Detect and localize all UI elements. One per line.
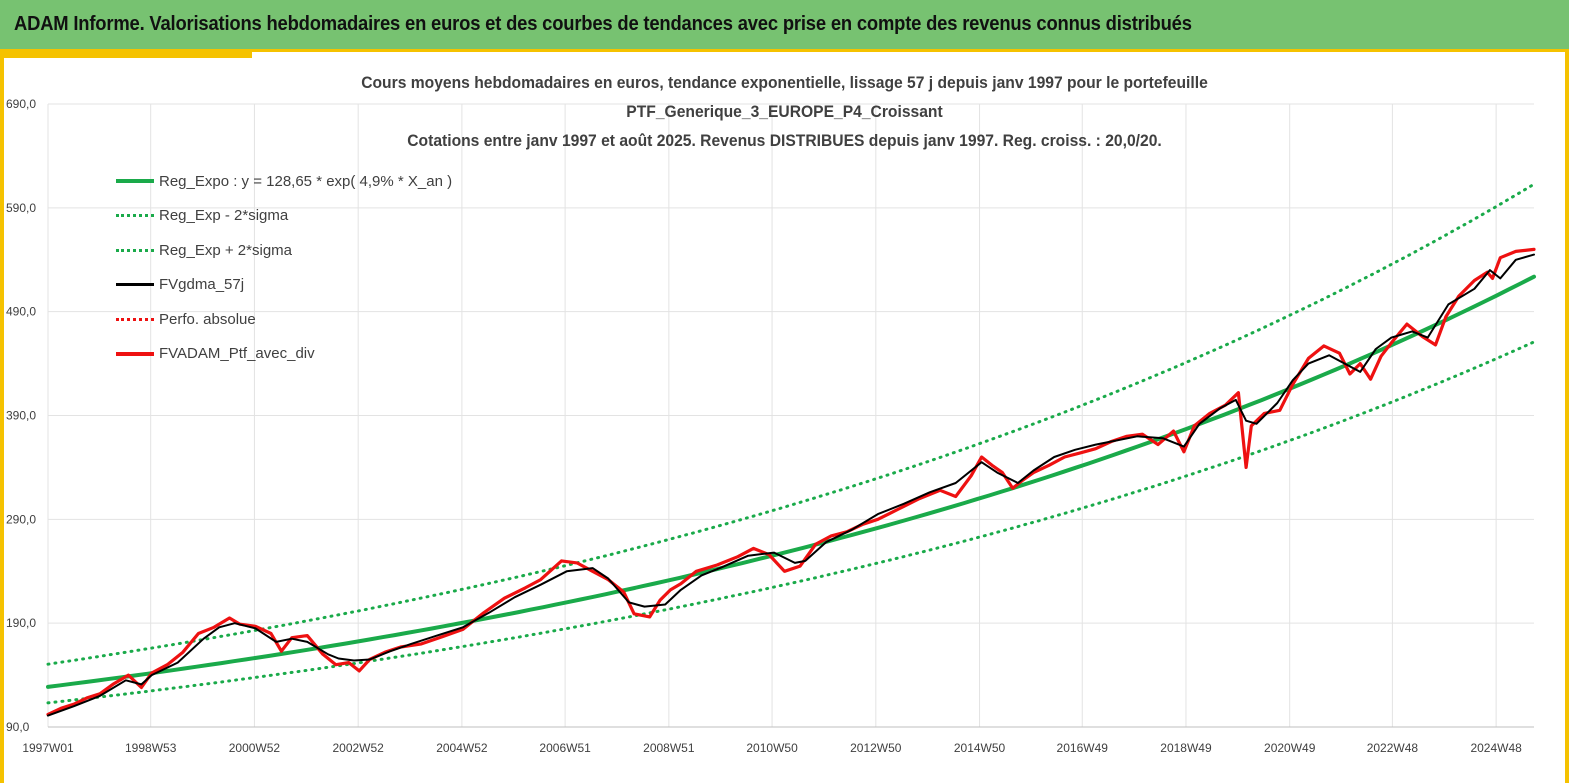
y-tick-label: 490,0 xyxy=(6,305,36,319)
x-tick-label: 2004W52 xyxy=(436,741,488,755)
y-tick-label: 90,0 xyxy=(6,720,30,734)
series-fvgdma-line xyxy=(47,253,1535,717)
series-fvadam-line xyxy=(46,247,1536,717)
x-tick-label: 2012W50 xyxy=(850,741,902,755)
x-tick-label: 1998W53 xyxy=(125,741,177,755)
series-reg-exp-plus-line xyxy=(46,182,1536,666)
frame-right-border xyxy=(1565,52,1569,783)
frame-left-border xyxy=(0,52,4,783)
legend-swatch xyxy=(116,214,154,218)
legend-item-fvgdma: FVgdma_57j xyxy=(116,268,452,303)
report-title: ADAM Informe. Valorisations hebdomadaire… xyxy=(14,13,1192,35)
legend-label: Perfo. absolue xyxy=(159,310,256,328)
y-tick-label: 390,0 xyxy=(6,409,36,423)
accent-bar xyxy=(4,52,252,58)
chart-title-line-1: Cours moyens hebdomadaires en euros, ten… xyxy=(361,73,1208,92)
y-tick-label: 190,0 xyxy=(6,616,36,630)
x-tick-label: 2014W50 xyxy=(954,741,1006,755)
chart-title: Cours moyens hebdomadaires en euros, ten… xyxy=(4,68,1565,155)
series-reg-exp-minus-line xyxy=(46,340,1536,705)
legend-item-reg-expo: Reg_Expo : y = 128,65 * exp( 4,9% * X_an… xyxy=(116,164,452,199)
x-tick-label: 2018W49 xyxy=(1160,741,1212,755)
x-tick-label: 2016W49 xyxy=(1057,741,1109,755)
legend-item-fvadam: FVADAM_Ptf_avec_div xyxy=(116,337,452,372)
x-tick-label: 2006W51 xyxy=(539,741,591,755)
report-banner: ADAM Informe. Valorisations hebdomadaire… xyxy=(0,0,1569,52)
legend-label: Reg_Expo : y = 128,65 * exp( 4,9% * X_an… xyxy=(159,172,453,190)
chart-legend: Reg_Expo : y = 128,65 * exp( 4,9% * X_an… xyxy=(116,164,452,371)
x-tick-label: 2020W49 xyxy=(1264,741,1316,755)
x-tick-label: 2022W48 xyxy=(1367,741,1419,755)
x-tick-label: 2024W48 xyxy=(1470,741,1522,755)
legend-swatch xyxy=(116,283,154,287)
x-tick-label: 1997W01 xyxy=(22,741,74,755)
legend-item-reg-exp-minus: Reg_Exp - 2*sigma xyxy=(116,199,452,234)
legend-label: Reg_Exp + 2*sigma xyxy=(159,241,292,259)
legend-swatch xyxy=(116,248,154,252)
chart-title-line-3: Cotations entre janv 1997 et août 2025. … xyxy=(407,131,1162,150)
x-tick-label: 2008W51 xyxy=(643,741,695,755)
legend-item-reg-exp-plus: Reg_Exp + 2*sigma xyxy=(116,233,452,268)
legend-swatch xyxy=(116,179,154,184)
legend-item-perfo-absolue: Perfo. absolue xyxy=(116,302,452,337)
y-tick-label: 590,0 xyxy=(6,201,36,215)
legend-label: FVgdma_57j xyxy=(159,276,245,294)
y-tick-label: 290,0 xyxy=(6,512,36,526)
x-tick-label: 2010W50 xyxy=(746,741,798,755)
legend-swatch xyxy=(116,317,154,321)
legend-label: Reg_Exp - 2*sigma xyxy=(159,207,289,225)
x-tick-label: 2000W52 xyxy=(229,741,281,755)
y-tick-label: 690,0 xyxy=(6,97,36,111)
legend-swatch xyxy=(116,351,154,356)
chart-title-line-2: PTF_Generique_3_EUROPE_P4_Croissant xyxy=(626,102,943,121)
legend-label: FVADAM_Ptf_avec_div xyxy=(159,345,315,363)
x-tick-label: 2002W52 xyxy=(332,741,384,755)
